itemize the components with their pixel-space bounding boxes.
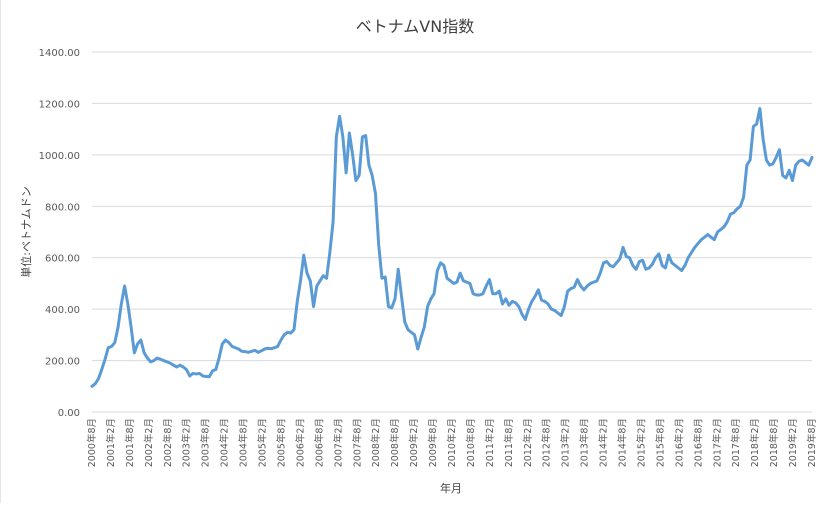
y-axis-title: 単位:ベトナムドン: [19, 186, 33, 277]
x-tick-label: 2009年2月: [408, 418, 420, 467]
x-tick-label: 2014年8月: [617, 418, 629, 467]
y-tick-label: 0.00: [58, 408, 80, 419]
y-tick-label: 1000.00: [39, 151, 80, 162]
x-tick-label: 2016年2月: [673, 418, 685, 467]
x-tick-label: 2015年8月: [654, 418, 666, 467]
x-tick-label: 2000年8月: [86, 418, 98, 467]
x-tick-label: 2018年8月: [768, 418, 780, 467]
x-tick-label: 2017年8月: [730, 418, 742, 467]
x-tick-label: 2002年2月: [143, 418, 155, 467]
x-tick-label: 2008年2月: [370, 418, 382, 467]
x-tick-label: 2012年2月: [522, 418, 534, 467]
chart-title: ベトナムVN指数: [356, 17, 474, 36]
x-tick-label: 2015年2月: [635, 418, 647, 467]
y-tick-label: 600.00: [45, 254, 80, 265]
y-tick-label: 400.00: [45, 305, 80, 316]
series-layer: [90, 107, 814, 388]
x-tick-label: 2003年2月: [181, 418, 193, 467]
x-tick-label: 2019年8月: [806, 418, 818, 467]
x-axis-title: 年月: [440, 481, 462, 495]
y-tick-label: 1200.00: [39, 99, 80, 110]
x-tick-label: 2005年8月: [275, 418, 287, 467]
gridlines: [92, 51, 812, 413]
y-tick-label: 1400.00: [39, 48, 80, 59]
x-tick-label: 2004年2月: [219, 418, 231, 467]
x-tick-label: 2007年8月: [351, 418, 363, 467]
x-tick-label: 2002年8月: [162, 418, 174, 467]
x-tick-label: 2016年8月: [692, 418, 704, 467]
x-tick-label: 2006年2月: [294, 418, 306, 467]
x-tick-label: 2006年8月: [313, 418, 325, 467]
x-tick-label: 2007年2月: [332, 418, 344, 467]
x-tick-label: 2012年8月: [541, 418, 553, 467]
x-axis-ticks: 2000年8月 2001年2月 2001年8月 2002年2月 2002年8月 2003年…: [86, 418, 818, 467]
x-tick-label: 2010年8月: [465, 418, 477, 467]
x-tick-label: 2001年8月: [124, 418, 136, 467]
x-tick-label: 2011年2月: [484, 418, 496, 467]
x-tick-label: 2017年2月: [711, 418, 723, 467]
x-tick-label: 2010年2月: [446, 418, 458, 467]
y-tick-label: 200.00: [45, 357, 80, 368]
x-tick-label: 2004年8月: [238, 418, 250, 467]
x-tick-label: 2005年2月: [257, 418, 269, 467]
x-tick-label: 2013年8月: [579, 418, 591, 467]
y-axis-ticks: 0.00 200.00 400.00 600.00 800.00 1000.00 1200.…: [39, 48, 80, 419]
y-tick-label: 800.00: [45, 202, 80, 213]
x-tick-label: 2011年8月: [503, 418, 515, 467]
x-tick-label: 2019年2月: [787, 418, 799, 467]
x-tick-label: 2001年2月: [105, 418, 117, 467]
x-tick-label: 2013年2月: [560, 418, 572, 467]
series-line: [90, 107, 814, 388]
x-tick-label: 2018年2月: [749, 418, 761, 467]
x-tick-label: 2008年8月: [389, 418, 401, 467]
x-tick-label: 2014年2月: [598, 418, 610, 467]
x-tick-label: 2009年8月: [427, 418, 439, 467]
x-tick-label: 2003年8月: [200, 418, 212, 467]
